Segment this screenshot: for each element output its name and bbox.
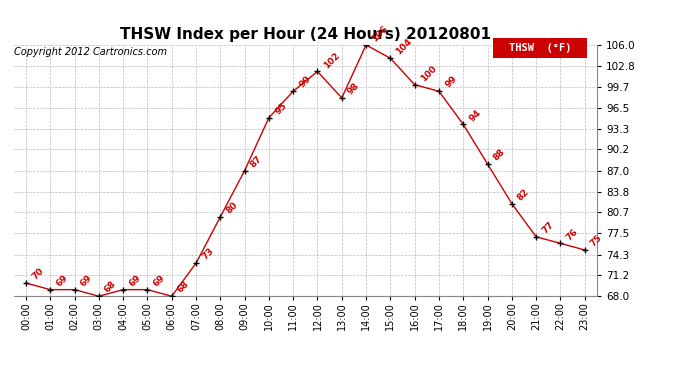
Text: 69: 69 [127, 273, 143, 288]
Text: 80: 80 [224, 200, 239, 216]
Text: 76: 76 [564, 226, 580, 242]
Text: 73: 73 [200, 246, 215, 262]
Text: 99: 99 [443, 75, 458, 90]
Text: 104: 104 [395, 37, 414, 57]
Text: 69: 69 [55, 273, 70, 288]
Text: 100: 100 [419, 64, 438, 83]
Text: 82: 82 [516, 187, 531, 202]
Text: THSW  (°F): THSW (°F) [509, 43, 571, 53]
Text: 69: 69 [152, 273, 167, 288]
Text: 95: 95 [273, 101, 288, 116]
Text: 70: 70 [30, 266, 46, 282]
Text: 102: 102 [322, 51, 341, 70]
Text: 99: 99 [297, 75, 313, 90]
Text: 69: 69 [79, 273, 94, 288]
Text: 106: 106 [371, 24, 390, 44]
Text: 68: 68 [176, 280, 191, 295]
Text: 77: 77 [540, 220, 555, 236]
Text: 68: 68 [103, 280, 118, 295]
Text: 98: 98 [346, 81, 362, 96]
Text: 88: 88 [492, 147, 507, 163]
Text: 75: 75 [589, 233, 604, 249]
Text: 87: 87 [249, 154, 264, 169]
Text: Copyright 2012 Cartronics.com: Copyright 2012 Cartronics.com [14, 47, 167, 57]
Text: 94: 94 [467, 108, 483, 123]
Title: THSW Index per Hour (24 Hours) 20120801: THSW Index per Hour (24 Hours) 20120801 [120, 27, 491, 42]
